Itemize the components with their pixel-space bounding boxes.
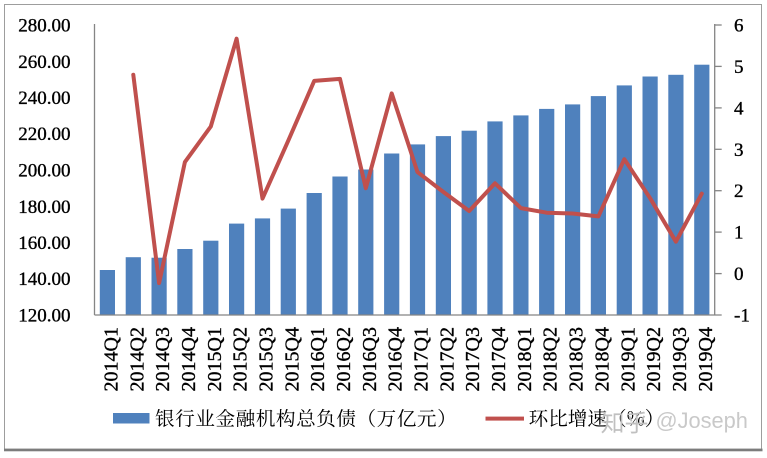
- svg-text:2018Q4: 2018Q4: [591, 327, 613, 391]
- svg-text:2018Q2: 2018Q2: [540, 327, 562, 391]
- svg-text:2017Q1: 2017Q1: [411, 327, 433, 391]
- svg-text:160.00: 160.00: [18, 233, 70, 254]
- svg-text:2015Q2: 2015Q2: [230, 327, 252, 391]
- svg-text:240.00: 240.00: [18, 88, 70, 109]
- svg-text:2015Q3: 2015Q3: [256, 327, 278, 391]
- svg-text:2019Q2: 2019Q2: [643, 327, 665, 391]
- svg-text:@Joseph: @Joseph: [656, 408, 748, 433]
- svg-text:2017Q2: 2017Q2: [436, 327, 458, 391]
- svg-text:5: 5: [734, 57, 744, 78]
- svg-text:2016Q3: 2016Q3: [359, 327, 381, 391]
- svg-text:2018Q1: 2018Q1: [514, 327, 536, 391]
- svg-text:2019Q3: 2019Q3: [669, 327, 691, 391]
- svg-text:220.00: 220.00: [18, 124, 70, 145]
- svg-text:2: 2: [734, 181, 744, 202]
- svg-text:200.00: 200.00: [18, 161, 70, 182]
- svg-text:1: 1: [734, 223, 744, 244]
- svg-text:3: 3: [734, 140, 744, 161]
- svg-text:0: 0: [734, 264, 744, 285]
- svg-text:4: 4: [734, 98, 744, 119]
- svg-text:2014Q4: 2014Q4: [178, 327, 200, 391]
- svg-text:-1: -1: [734, 306, 750, 327]
- svg-text:2019Q4: 2019Q4: [695, 327, 717, 391]
- svg-text:2015Q4: 2015Q4: [281, 327, 303, 391]
- svg-text:2018Q3: 2018Q3: [566, 327, 588, 391]
- svg-text:2016Q4: 2016Q4: [385, 327, 407, 391]
- svg-text:2014Q2: 2014Q2: [126, 327, 148, 391]
- svg-text:6: 6: [734, 16, 744, 37]
- svg-text:280.00: 280.00: [18, 16, 70, 37]
- svg-text:2019Q1: 2019Q1: [617, 327, 639, 391]
- svg-text:2016Q2: 2016Q2: [333, 327, 355, 391]
- svg-text:120.00: 120.00: [18, 306, 70, 327]
- svg-text:260.00: 260.00: [18, 52, 70, 73]
- svg-text:140.00: 140.00: [18, 269, 70, 290]
- svg-text:2014Q3: 2014Q3: [152, 327, 174, 391]
- svg-text:2017Q3: 2017Q3: [462, 327, 484, 391]
- svg-text:180.00: 180.00: [18, 197, 70, 218]
- svg-text:2017Q4: 2017Q4: [488, 327, 510, 391]
- svg-text:2014Q1: 2014Q1: [100, 327, 122, 391]
- svg-text:2016Q1: 2016Q1: [307, 327, 329, 391]
- svg-text:2015Q1: 2015Q1: [204, 327, 226, 391]
